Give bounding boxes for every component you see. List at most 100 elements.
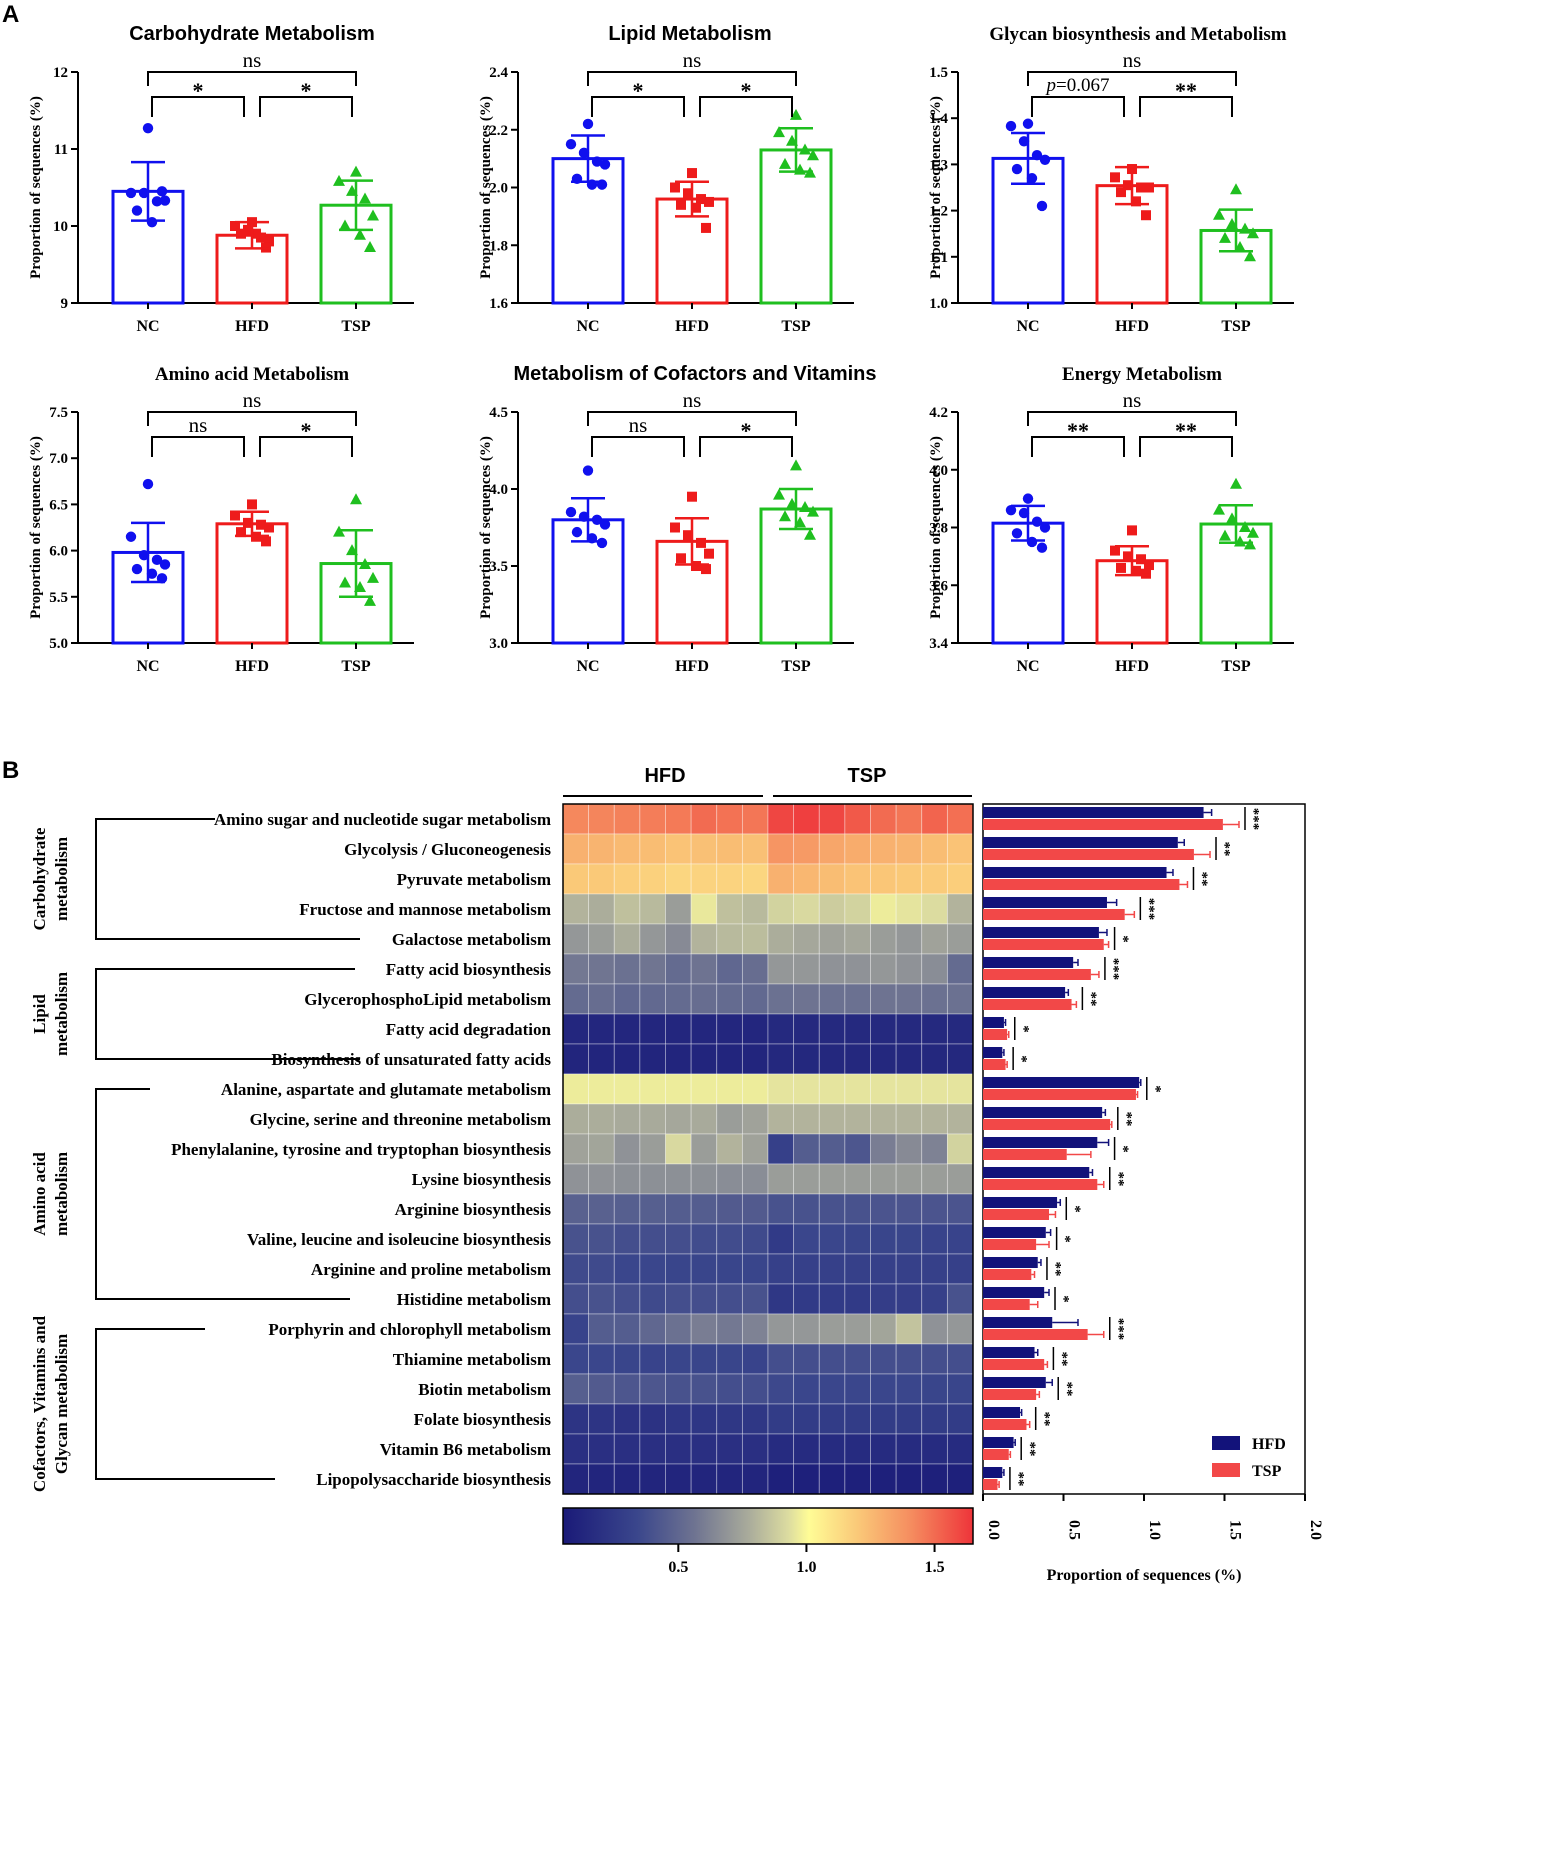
data-point xyxy=(1127,525,1137,536)
heatmap-cell xyxy=(844,1343,871,1375)
heatmap-cell xyxy=(946,1043,974,1075)
category-label: Cofactors, Vitamins and xyxy=(30,1315,49,1492)
chart-title: Glycan biosynthesis and Metabolism xyxy=(989,24,1286,45)
heatmap-cell xyxy=(716,953,743,985)
colorbar-tick-label: 0.5 xyxy=(668,1559,688,1576)
colorbar-gradient xyxy=(562,1507,974,1545)
heatmap-cell xyxy=(844,1043,871,1075)
heatmap-cell xyxy=(793,863,820,895)
heatmap-cell xyxy=(613,1013,641,1045)
heatmap-cell xyxy=(716,1223,743,1255)
heatmap-cell xyxy=(870,983,897,1015)
heatmap-cell xyxy=(665,1253,692,1285)
x-tick-label: TSP xyxy=(341,318,371,335)
heatmap-cell xyxy=(690,1343,718,1375)
bar-chart-6: Energy Metabolism Proportion of sequences… xyxy=(928,364,1294,675)
data-point xyxy=(243,517,253,528)
significance-bracket xyxy=(591,96,685,117)
y-tick-label: 3.8 xyxy=(929,521,948,537)
category-label: metabolism xyxy=(52,972,71,1056)
data-point xyxy=(1219,529,1231,541)
heatmap-cell xyxy=(690,1073,718,1105)
data-point xyxy=(704,196,714,207)
heatmap-cell xyxy=(639,923,666,955)
significance-bracket xyxy=(1139,96,1233,117)
heatmap-cell xyxy=(690,1433,718,1465)
heatmap-cell xyxy=(767,1163,795,1195)
heatmap-cell xyxy=(818,1253,846,1285)
x-tick-label: 0.5 xyxy=(1066,1520,1083,1540)
heatmap-cell xyxy=(741,1373,769,1405)
data-point xyxy=(571,526,583,538)
data-point xyxy=(159,559,171,570)
x-tick-label: TSP xyxy=(341,658,371,675)
heatmap-cell xyxy=(870,1463,897,1495)
heatmap-cell xyxy=(613,1283,641,1315)
heatmap-cell xyxy=(639,983,666,1015)
heatmap-cell xyxy=(562,1163,590,1195)
pathway-label: Folate biosynthesis xyxy=(414,1410,552,1429)
data-point xyxy=(1239,521,1251,532)
heatmap-cell xyxy=(562,833,590,865)
x-tick-label: 1.5 xyxy=(1227,1520,1244,1540)
data-point xyxy=(247,499,257,510)
data-point xyxy=(799,143,811,155)
heatmap-cell xyxy=(562,1133,590,1165)
heatmap-cell xyxy=(895,833,923,865)
heatmap-cell xyxy=(921,1163,948,1195)
heatmap-cell xyxy=(946,1433,974,1465)
significance-label: ** xyxy=(1175,418,1197,443)
heatmap-cell xyxy=(870,893,897,925)
heatmap-cell xyxy=(613,1103,641,1135)
bar-tsp xyxy=(983,1179,1098,1190)
heatmap-cell xyxy=(562,1103,590,1135)
colorbar-tick-label: 1.0 xyxy=(796,1559,816,1576)
heatmap-cell xyxy=(946,1283,974,1315)
heatmap-cell xyxy=(588,983,615,1015)
significance-label: *** xyxy=(1246,808,1262,831)
bar-chart-5: Metabolism of Cofactors and Vitamins Prop… xyxy=(478,363,877,675)
heatmap-cell xyxy=(870,1223,897,1255)
heatmap-cell xyxy=(793,833,820,865)
heatmap-cell xyxy=(844,863,871,895)
bar-hfd xyxy=(983,987,1066,998)
pathway-label: Vitamin B6 metabolism xyxy=(380,1440,551,1459)
heatmap-cell xyxy=(690,1253,718,1285)
significance-label: ns xyxy=(243,388,262,412)
data-point xyxy=(670,182,680,193)
significance-label: p=0.067 xyxy=(1045,75,1110,96)
horizontal-bar-chart: 0.0 0.5 1.0 1.5 2.0 Proportion of sequences (… xyxy=(982,803,1324,1584)
data-point xyxy=(696,194,706,205)
heatmap-cell xyxy=(870,1343,897,1375)
heatmap-cell xyxy=(665,1193,692,1225)
data-point xyxy=(1031,149,1043,161)
heatmap-cell xyxy=(870,953,897,985)
bar-chart-2: Lipid Metabolism Proportion of sequences … xyxy=(478,23,854,335)
heatmap-cell xyxy=(818,833,846,865)
heatmap-cell xyxy=(562,1373,590,1405)
heatmap-cell xyxy=(716,863,743,895)
heatmap-cell xyxy=(716,983,743,1015)
heatmap-cell xyxy=(639,803,666,835)
data-point xyxy=(691,202,701,213)
bar-hfd xyxy=(983,1137,1098,1148)
heatmap-cell xyxy=(895,893,923,925)
heatmap-cell xyxy=(562,1283,590,1315)
data-point xyxy=(138,187,150,199)
bar-hfd xyxy=(983,1047,1003,1058)
heatmap-cell xyxy=(793,1163,820,1195)
heatmap-cell xyxy=(921,1133,948,1165)
heatmap-cell xyxy=(639,1133,666,1165)
heatmap-cell xyxy=(562,983,590,1015)
heatmap-cell xyxy=(665,1433,692,1465)
significance-bracket xyxy=(699,436,793,457)
heatmap-cell xyxy=(741,1403,769,1435)
data-point xyxy=(591,514,603,525)
data-point xyxy=(578,511,590,522)
heatmap-cell xyxy=(921,1313,948,1345)
data-point xyxy=(1022,118,1034,129)
data-point xyxy=(582,465,594,476)
heatmap-cell xyxy=(818,1163,846,1195)
y-tick-label: 6.0 xyxy=(49,544,68,560)
heatmap-cell xyxy=(870,1253,897,1285)
